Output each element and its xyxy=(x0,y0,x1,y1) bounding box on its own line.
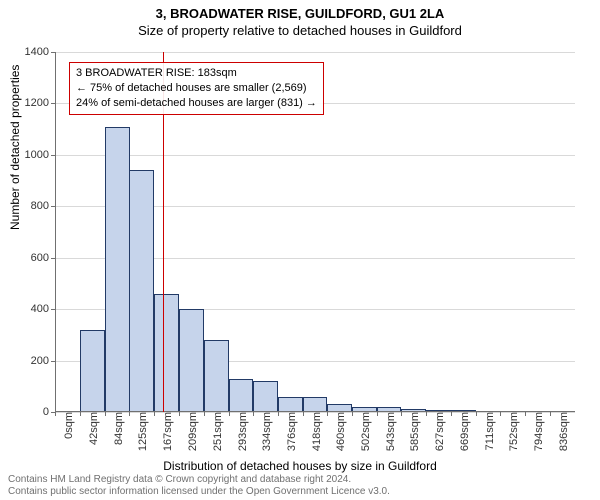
annotation-box: 3 BROADWATER RISE: 183sqm← 75% of detach… xyxy=(69,62,324,115)
x-tick-mark xyxy=(80,412,81,416)
x-tick-mark xyxy=(500,412,501,416)
x-tick-label: 418sqm xyxy=(307,412,323,451)
x-tick-label: 376sqm xyxy=(282,412,298,451)
x-tick-mark xyxy=(451,412,452,416)
x-axis-line xyxy=(55,411,575,412)
x-tick-mark xyxy=(278,412,279,416)
x-tick-label: 84sqm xyxy=(109,412,125,445)
histogram-bar xyxy=(105,127,130,412)
x-tick-mark xyxy=(129,412,130,416)
x-tick-mark xyxy=(476,412,477,416)
x-tick-label: 752sqm xyxy=(504,412,520,451)
page-subtitle: Size of property relative to detached ho… xyxy=(0,21,600,38)
x-tick-mark xyxy=(154,412,155,416)
x-tick-label: 669sqm xyxy=(455,412,471,451)
chart-container: 3, BROADWATER RISE, GUILDFORD, GU1 2LA S… xyxy=(0,0,600,500)
x-tick-label: 711sqm xyxy=(480,412,496,450)
histogram-bar xyxy=(154,294,179,412)
y-axis-label: Number of detached properties xyxy=(8,65,22,230)
x-tick-label: 334sqm xyxy=(257,412,273,451)
y-axis-line xyxy=(55,52,56,412)
annotation-line: 3 BROADWATER RISE: 183sqm xyxy=(76,66,317,81)
footer-line-1: Contains HM Land Registry data © Crown c… xyxy=(8,474,390,486)
x-tick-label: 502sqm xyxy=(356,412,372,451)
histogram-bar xyxy=(278,397,303,412)
x-tick-label: 293sqm xyxy=(233,412,249,451)
footer-line-2: Contains public sector information licen… xyxy=(8,486,390,498)
x-tick-mark xyxy=(377,412,378,416)
histogram-bar xyxy=(253,381,278,412)
histogram-bar xyxy=(229,379,254,412)
x-tick-mark xyxy=(55,412,56,416)
x-tick-label: 42sqm xyxy=(84,412,100,445)
page-title: 3, BROADWATER RISE, GUILDFORD, GU1 2LA xyxy=(0,0,600,21)
x-tick-mark xyxy=(525,412,526,416)
histogram-bar xyxy=(303,397,328,412)
x-tick-mark xyxy=(327,412,328,416)
x-tick-mark xyxy=(550,412,551,416)
x-tick-label: 251sqm xyxy=(208,412,224,451)
x-tick-label: 794sqm xyxy=(529,412,545,451)
gridline xyxy=(55,52,575,53)
histogram-bar xyxy=(80,330,105,412)
x-tick-mark xyxy=(179,412,180,416)
x-tick-label: 209sqm xyxy=(183,412,199,451)
x-tick-label: 836sqm xyxy=(554,412,570,451)
x-tick-mark xyxy=(303,412,304,416)
x-tick-mark xyxy=(253,412,254,416)
annotation-line: 24% of semi-detached houses are larger (… xyxy=(76,96,317,111)
x-tick-label: 585sqm xyxy=(405,412,421,451)
gridline xyxy=(55,155,575,156)
x-tick-label: 543sqm xyxy=(381,412,397,451)
plot-area: 02004006008001000120014000sqm42sqm84sqm1… xyxy=(55,52,575,412)
histogram-bar xyxy=(179,309,204,412)
x-axis-label: Distribution of detached houses by size … xyxy=(0,459,600,473)
x-tick-mark xyxy=(204,412,205,416)
x-tick-label: 167sqm xyxy=(158,412,174,451)
x-tick-mark xyxy=(229,412,230,416)
x-tick-mark xyxy=(105,412,106,416)
x-tick-mark xyxy=(352,412,353,416)
histogram-bar xyxy=(204,340,229,412)
x-tick-label: 125sqm xyxy=(133,412,149,451)
x-tick-label: 460sqm xyxy=(331,412,347,451)
footer-attribution: Contains HM Land Registry data © Crown c… xyxy=(8,474,390,498)
x-tick-mark xyxy=(401,412,402,416)
histogram-bar xyxy=(129,170,154,412)
x-tick-label: 0sqm xyxy=(59,412,75,439)
annotation-line: ← 75% of detached houses are smaller (2,… xyxy=(76,81,317,96)
x-tick-mark xyxy=(426,412,427,416)
x-tick-label: 627sqm xyxy=(430,412,446,451)
